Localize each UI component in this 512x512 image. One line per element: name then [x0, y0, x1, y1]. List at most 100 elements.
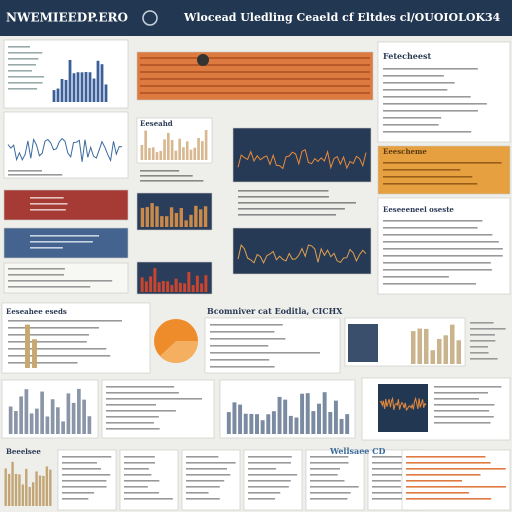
text-line — [383, 248, 503, 250]
text-line — [248, 468, 277, 470]
decor-bar — [189, 149, 193, 160]
text-line — [383, 176, 473, 178]
text-line — [238, 202, 357, 204]
decor-bar — [4, 468, 7, 506]
decor-bar — [193, 147, 197, 160]
decor-bar — [456, 340, 462, 364]
decor-bar — [311, 411, 316, 434]
decor-bar — [185, 141, 189, 160]
text-line — [372, 456, 412, 458]
text-line — [434, 404, 495, 406]
text-line — [383, 262, 491, 264]
decor-bar — [145, 207, 149, 227]
decor-block — [348, 324, 378, 362]
text-line — [8, 327, 99, 329]
text-line — [140, 170, 180, 172]
text-line — [62, 480, 107, 482]
text-line — [372, 480, 401, 482]
text-line — [8, 268, 65, 270]
panel — [219, 379, 356, 439]
text-line — [406, 498, 492, 500]
text-line — [124, 498, 173, 500]
decor-bar — [45, 466, 49, 506]
decor-bar — [18, 474, 21, 506]
text-line — [372, 468, 413, 470]
decor-bar — [305, 393, 310, 434]
decor-bar — [255, 414, 259, 434]
decor-bar — [199, 209, 203, 227]
panel-title: Eeseeeneel oseste — [383, 205, 454, 214]
text-line — [470, 334, 496, 336]
panel — [232, 127, 372, 183]
decor-bar — [7, 473, 11, 506]
stripe — [140, 85, 370, 87]
decor-bar — [104, 84, 108, 102]
panel-title: Eeescheme — [383, 147, 427, 156]
decor-bar — [277, 396, 282, 434]
decor-bar — [317, 403, 321, 434]
decor-bar — [167, 132, 170, 160]
panel-title: Beeelsee — [6, 447, 41, 456]
decor-bar — [226, 412, 231, 434]
text-line — [106, 416, 159, 418]
decor-bar — [68, 59, 72, 102]
decor-line — [379, 396, 427, 412]
text-line — [383, 110, 478, 112]
text-line — [406, 480, 463, 482]
decor-bar — [157, 282, 161, 292]
decor-bar — [423, 328, 429, 364]
decor-bar — [19, 396, 23, 434]
decor-bar — [60, 78, 64, 102]
decor-bar — [38, 475, 42, 506]
decor-bar — [96, 60, 100, 102]
text-line — [372, 492, 415, 494]
text-line — [383, 82, 455, 84]
decor-bar — [42, 475, 45, 506]
panel-title: Eeseahd — [140, 119, 173, 128]
text-line — [248, 462, 292, 464]
text-line — [106, 428, 160, 430]
decor-bar — [88, 72, 92, 102]
decor-bar — [203, 206, 208, 227]
text-line — [383, 169, 461, 171]
header-icon — [142, 10, 158, 26]
text-line — [248, 486, 289, 488]
decor-bar — [153, 268, 157, 292]
text-line — [8, 88, 38, 90]
header-title: NWEMIEEDP.ERO — [6, 11, 128, 25]
decor-line — [237, 244, 367, 264]
text-line — [186, 492, 209, 494]
panel-title: Eeseahee eseds — [6, 307, 67, 316]
decor-bar — [184, 220, 188, 227]
text-line — [248, 474, 298, 476]
text-line — [434, 416, 494, 418]
text-line — [383, 131, 472, 133]
decor-bar — [174, 278, 178, 292]
decor-bar — [170, 140, 174, 160]
decor-bar — [436, 338, 442, 364]
decor-bar — [32, 339, 37, 368]
text-line — [106, 398, 203, 400]
decor-bar — [197, 137, 200, 160]
text-line — [186, 462, 236, 464]
decor-bar — [178, 138, 181, 160]
panel — [232, 227, 372, 275]
text-line — [186, 468, 227, 470]
text-line — [372, 462, 407, 464]
text-line — [62, 492, 95, 494]
text-line — [30, 235, 100, 237]
text-line — [186, 456, 219, 458]
decor-bar — [56, 407, 60, 434]
decor-bar — [87, 416, 92, 434]
header-subtitle: Wlocead Uledling Ceaeld cf Eltdes cl/OUO… — [183, 11, 501, 24]
decor-bar — [328, 411, 333, 434]
panel — [3, 189, 129, 221]
decor-bar — [144, 130, 147, 160]
text-line — [310, 456, 349, 458]
decor-bar — [322, 392, 327, 434]
decor-bar — [271, 411, 276, 434]
text-line — [62, 474, 111, 476]
text-line — [8, 280, 113, 282]
